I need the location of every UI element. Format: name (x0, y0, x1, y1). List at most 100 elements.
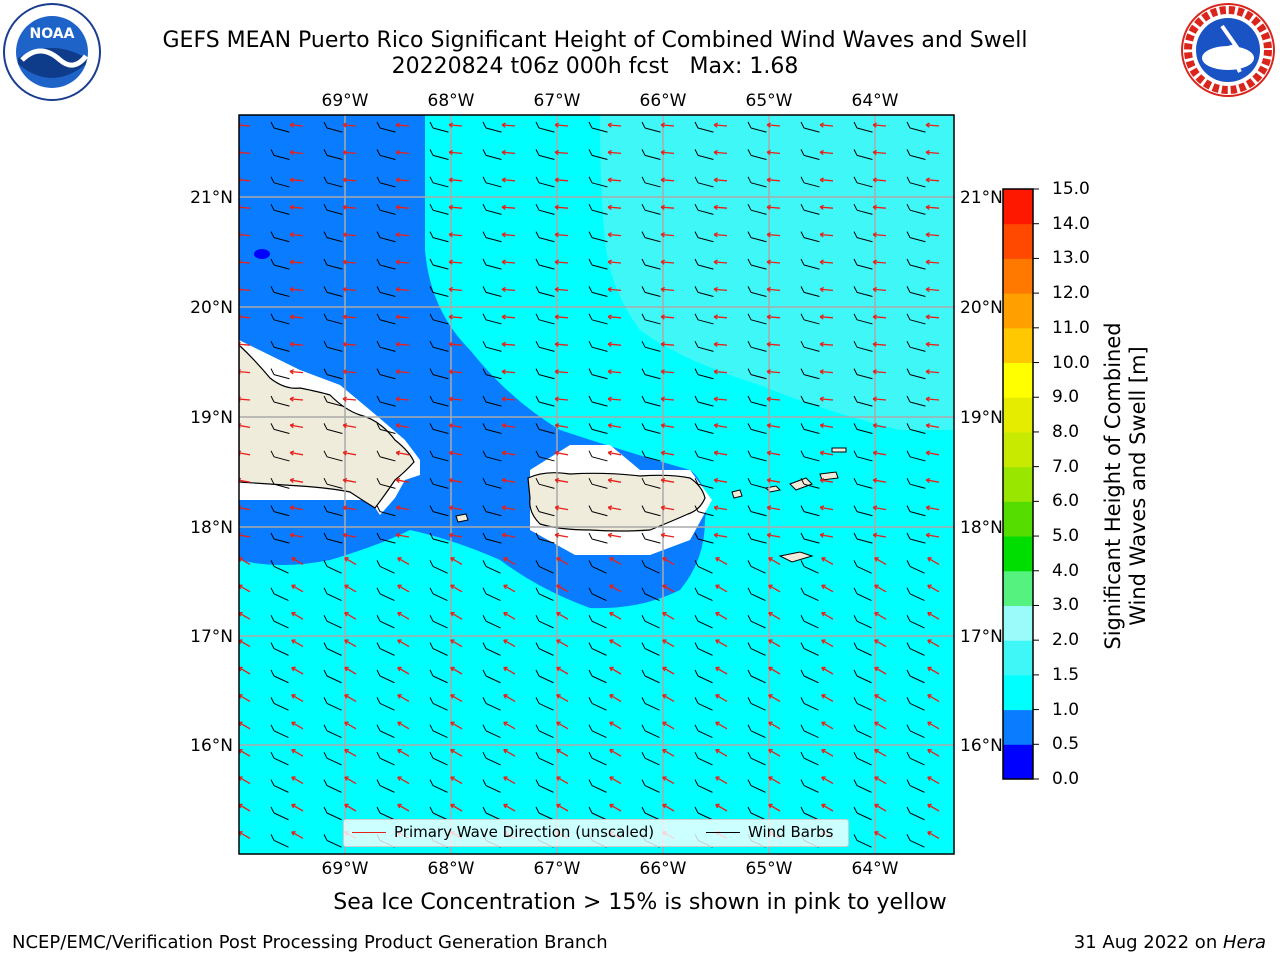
wave-direction-arrow-head (925, 204, 930, 210)
wind-barb-flag (694, 313, 699, 321)
legend-wave-direction-swatch (352, 831, 386, 833)
colorbar-title: Significant Height of Combined Wind Wave… (1101, 322, 1150, 650)
wind-barb-flag (641, 231, 646, 238)
wind-barb (379, 209, 396, 215)
wave-direction-arrow-head (289, 314, 294, 320)
wave-direction-arrow-head (607, 314, 612, 320)
wave-direction-arrow (714, 506, 728, 511)
wave-direction-arrow (555, 451, 569, 456)
wind-barb (697, 182, 714, 188)
wave-direction-arrow (291, 803, 304, 812)
wave-direction-arrow-head (821, 721, 826, 727)
wind-barb (803, 401, 820, 407)
wind-barb-flag (906, 340, 911, 348)
wind-barb (326, 209, 343, 215)
wind-barb-flag (482, 614, 487, 622)
wave-direction-arrow-head (660, 286, 665, 293)
wind-barb (273, 264, 290, 270)
wave-direction-arrow (821, 749, 834, 757)
wind-barb (273, 483, 290, 489)
wave-direction-arrow (239, 584, 251, 593)
wind-barb (750, 565, 766, 574)
legend: Primary Wave Direction (unscaled) Wind B… (343, 819, 849, 847)
wind-barb (326, 483, 343, 489)
wind-barb-flag (323, 423, 328, 430)
wave-direction-arrow-head (660, 341, 665, 347)
wave-direction-arrow-head (872, 396, 877, 402)
wind-barb-flag (800, 505, 805, 512)
wave-direction-arrow (661, 451, 675, 456)
wind-barb (538, 702, 554, 711)
wind-barb (273, 730, 289, 739)
wind-barb (591, 291, 608, 298)
wave-direction-arrow (766, 288, 781, 292)
wave-direction-arrow (927, 803, 940, 812)
wind-barb (273, 511, 290, 517)
wave-direction-arrow-head (450, 721, 455, 727)
wave-direction-arrow (768, 639, 781, 648)
wind-barb (909, 127, 926, 133)
wind-barb (379, 456, 396, 462)
wind-barb (485, 374, 502, 380)
wave-direction-arrow (450, 776, 463, 785)
wind-barb-flag (747, 806, 752, 814)
wave-direction-arrow (768, 557, 781, 565)
wave-direction-arrow-head (872, 177, 877, 183)
wind-barb (697, 154, 714, 161)
lat-tick-label-right: 19°N (960, 408, 1003, 428)
colorbar-tick-label: 10.0 (1052, 352, 1090, 373)
wind-barb (326, 675, 342, 684)
wind-barb (326, 593, 342, 602)
wind-barb (856, 264, 873, 270)
wave-direction-arrow (291, 721, 304, 730)
wind-barb-flag (694, 231, 699, 238)
wind-barb (591, 565, 607, 574)
wind-barb-flag (482, 149, 487, 156)
colorbar-tick-label: 9.0 (1052, 387, 1080, 408)
wind-barb-flag (270, 149, 275, 156)
wind-barb-flag (482, 560, 487, 567)
wave-direction-arrow-head (768, 803, 773, 809)
wind-barb (432, 565, 448, 574)
wind-barb (856, 291, 873, 298)
wind-barb-flag (960, 670, 963, 676)
wind-barb (856, 428, 873, 435)
colorbar (1002, 188, 1039, 780)
wave-direction-arrow (397, 694, 410, 702)
colorbar-tick-label: 11.0 (1052, 317, 1090, 338)
wave-direction-arrow-head (503, 748, 508, 754)
wind-barb (909, 264, 926, 270)
wave-direction-arrow-head (715, 584, 720, 590)
wind-barb-flag (429, 806, 434, 814)
wind-barb-flag (270, 751, 275, 759)
wave-direction-arrow (713, 206, 728, 209)
wave-direction-arrow (291, 776, 304, 785)
wind-barb-flag (960, 615, 963, 621)
colorbar-segment (1003, 744, 1033, 780)
colorbar-segment (1003, 293, 1033, 329)
wave-direction-arrow-head (872, 232, 877, 238)
wind-barb-flag (482, 231, 487, 238)
wave-direction-arrow-head (291, 776, 296, 781)
wind-barb (909, 511, 926, 517)
wind-barb-flag (482, 806, 487, 814)
legend-item-wind-barbs: Wind Barbs (706, 823, 833, 841)
wind-barb (432, 593, 448, 602)
wave-direction-arrow (290, 424, 304, 429)
wave-direction-arrow-head (768, 694, 773, 699)
wave-direction-arrow-head (395, 369, 400, 375)
footer-date-text: 31 Aug 2022 on (1073, 932, 1223, 953)
wave-direction-arrow (450, 584, 463, 593)
lon-tick-label-top: 66°W (640, 91, 687, 111)
wave-direction-arrow-head (660, 149, 665, 156)
wind-barb-flag (800, 286, 805, 293)
wind-barb (803, 374, 820, 380)
wind-barb (591, 593, 607, 602)
wind-barb-flag (270, 368, 275, 375)
wave-direction-arrow-head (342, 423, 348, 429)
wind-barb (697, 757, 713, 766)
wind-barb-flag (429, 121, 434, 129)
wave-direction-arrow (874, 749, 887, 757)
wind-barb-flag (535, 724, 540, 732)
